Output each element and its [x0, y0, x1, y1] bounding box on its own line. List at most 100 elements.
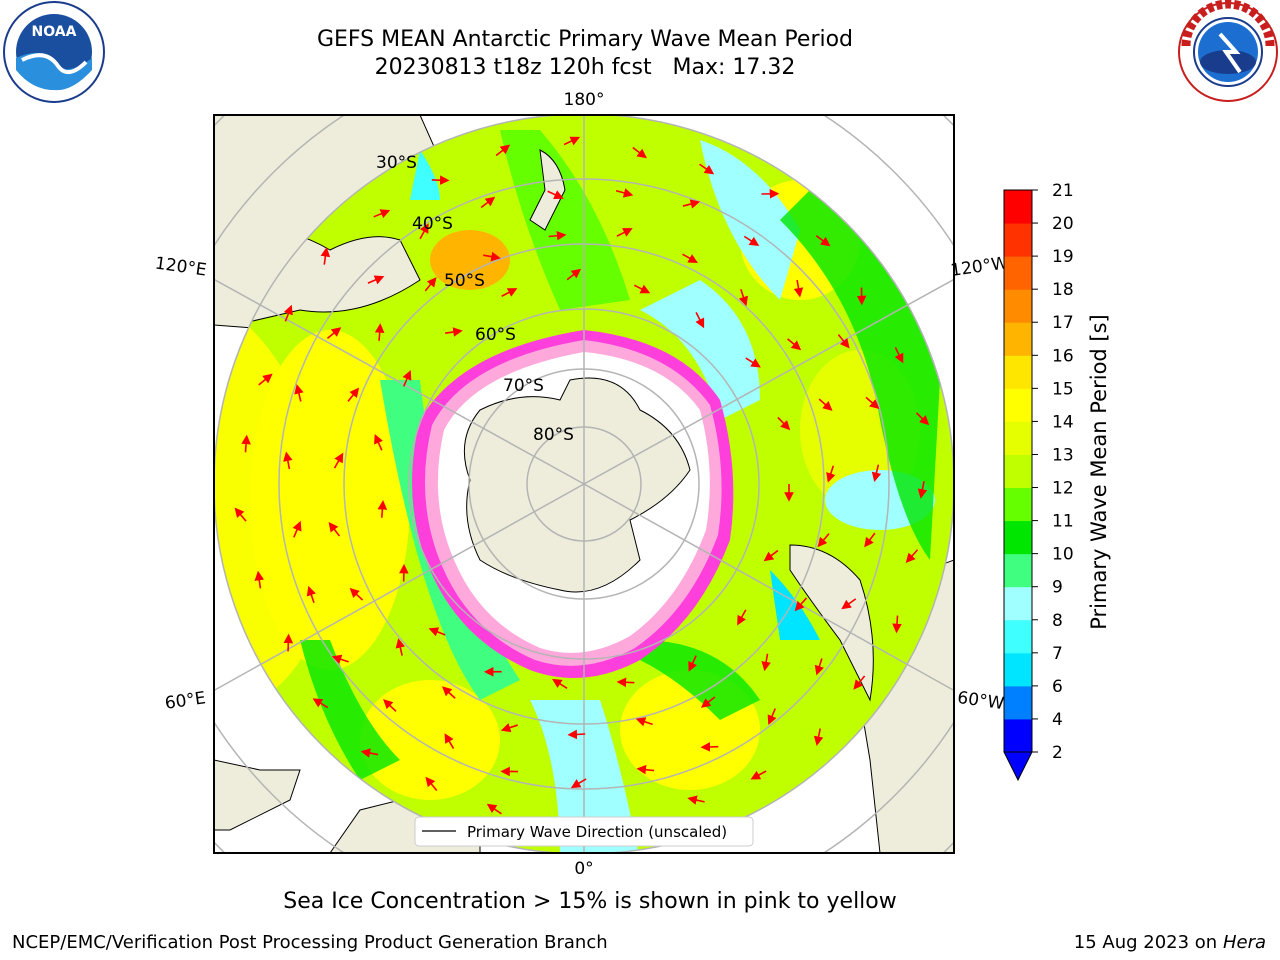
colorbar-tick-label: 18	[1052, 280, 1074, 300]
wave-direction-arrow	[763, 549, 779, 562]
wave-direction-arrow	[633, 284, 651, 294]
wave-direction-arrow	[864, 532, 876, 548]
colorbar-segment	[1004, 652, 1032, 687]
colorbar-tick-label: 21	[1052, 181, 1074, 201]
nws-logo	[1178, 0, 1278, 102]
wave-direction-arrow	[234, 507, 247, 522]
wave-direction-arrow	[501, 288, 518, 297]
wave-direction-arrow	[333, 452, 344, 469]
colorbar-tick-label: 8	[1052, 611, 1063, 631]
lon-label-60w: 60°W	[956, 688, 1005, 714]
colorbar-segment	[1004, 487, 1032, 522]
wave-direction-arrows	[234, 136, 930, 832]
lat-label-40s: 40°S	[412, 214, 453, 234]
wave-direction-arrow	[292, 520, 302, 538]
wave-direction-arrow	[695, 312, 705, 329]
colorbar-segment	[1004, 553, 1032, 588]
wave-direction-arrow	[283, 451, 293, 470]
lon-label-180: 180°	[564, 90, 605, 110]
wave-direction-arrow	[347, 387, 360, 402]
map-area	[214, 115, 954, 853]
chart-subtitle: 20230813 t18z 120h fcst Max: 17.32	[374, 55, 796, 80]
wave-direction-arrow	[750, 770, 767, 780]
wave-direction-arrow	[616, 677, 635, 688]
wave-direction-arrow	[552, 678, 568, 689]
wave-direction-arrow	[826, 465, 836, 483]
chart-title: GEFS MEAN Antarctic Primary Wave Mean Pe…	[316, 27, 854, 52]
wave-direction-arrow	[687, 795, 705, 805]
colorbar-tick-label: 4	[1052, 710, 1063, 730]
wave-direction-arrow	[636, 764, 655, 775]
wave-direction-arrow	[495, 144, 511, 157]
colorbar-tick-label: 17	[1052, 313, 1074, 333]
map-legend: Primary Wave Direction (unscaled)	[414, 816, 754, 847]
wave-direction-arrow	[367, 275, 385, 285]
date-text: 15 Aug 2023 on	[1073, 932, 1218, 953]
colorbar-segment	[1004, 322, 1032, 356]
wave-direction-arrow	[445, 327, 463, 337]
wave-direction-arrow	[738, 289, 748, 307]
credit-text: NCEP/EMC/Verification Post Processing Pr…	[12, 932, 608, 953]
wave-direction-arrow	[328, 522, 341, 537]
colorbar-tick-label: 14	[1052, 412, 1074, 432]
wave-direction-arrow	[383, 699, 397, 712]
wave-direction-arrow	[865, 396, 880, 410]
wave-direction-arrow	[837, 334, 850, 349]
wave-direction-arrow	[349, 587, 364, 601]
wave-direction-arrow	[306, 585, 316, 604]
wave-direction-arrow	[777, 416, 791, 431]
colorbar-segment	[1004, 223, 1032, 257]
colorbar-segment	[1004, 289, 1032, 323]
wave-direction-arrow	[682, 199, 701, 209]
wave-direction-arrow	[486, 803, 502, 815]
map-frame	[213, 114, 955, 854]
wave-direction-arrow	[892, 615, 902, 634]
colorbar-segment	[1004, 718, 1032, 753]
colorbar-segment	[1004, 355, 1032, 389]
colorbar-segment	[1004, 388, 1032, 422]
wave-direction-arrow	[480, 196, 496, 209]
wave-direction-arrow	[814, 658, 824, 676]
colorbar-tick-label: 16	[1052, 346, 1074, 366]
wave-direction-arrow	[425, 776, 438, 791]
wave-direction-arrow	[871, 464, 882, 483]
wave-direction-arrow	[635, 717, 653, 727]
wave-direction-arrow	[373, 209, 391, 219]
colorbar-tick-label: 20	[1052, 214, 1074, 234]
wave-direction-arrow	[817, 533, 830, 548]
wave-direction-arrow	[402, 370, 412, 387]
wave-direction-arrow	[441, 686, 456, 699]
colorbar-tick-label: 11	[1052, 512, 1074, 532]
wave-direction-arrow	[419, 223, 429, 240]
machine-name: Hera	[1222, 932, 1266, 953]
wave-direction-arrow	[294, 384, 304, 402]
wave-direction-arrow	[563, 136, 581, 146]
colorbar-segment	[1004, 619, 1032, 654]
colorbar-tick-label: 9	[1052, 578, 1063, 598]
wave-direction-arrow	[767, 708, 777, 725]
wave-direction-arrow	[700, 696, 716, 708]
wave-direction-arrow	[312, 698, 329, 709]
wave-direction-arrow	[360, 748, 379, 758]
colorbar-tick-label: 19	[1052, 247, 1074, 267]
lon-label-0: 0°	[574, 859, 593, 879]
wave-direction-arrow	[745, 357, 761, 368]
colorbar-segment	[1004, 421, 1032, 455]
wave-direction-arrow	[616, 228, 633, 237]
antarctica-land	[463, 377, 691, 593]
wave-direction-arrow	[813, 728, 824, 746]
noaa-logo: NOAA	[3, 1, 105, 103]
wave-direction-arrow	[688, 655, 698, 672]
colorbar-frame	[1003, 189, 1033, 753]
wave-direction-arrow	[326, 327, 342, 339]
wave-direction-arrow	[283, 304, 293, 322]
legend-label: Primary Wave Direction (unscaled)	[467, 823, 727, 841]
wave-direction-arrow	[841, 598, 857, 610]
wave-direction-arrow	[241, 434, 251, 453]
wave-direction-arrow	[567, 729, 586, 740]
wave-direction-arrow	[254, 570, 265, 589]
sea-ice-caption: Sea Ice Concentration > 15% is shown in …	[283, 889, 897, 914]
wave-direction-arrow	[815, 235, 831, 247]
lat-label-60s: 60°S	[475, 325, 516, 345]
